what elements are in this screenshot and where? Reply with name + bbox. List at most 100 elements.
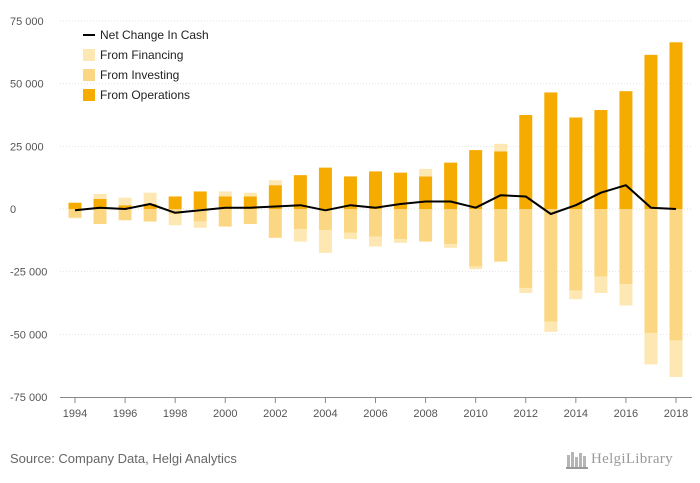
bar-from-investing [168,209,182,215]
bar-from-investing [444,209,458,245]
bar-from-investing [669,209,683,341]
bar-from-investing [93,209,107,225]
y-tick-label: -75 000 [10,392,47,404]
line-net-change-in-cash [74,184,677,215]
bar-from-investing [394,209,408,240]
bar-from-investing [118,209,132,221]
x-tick-label: 2018 [664,408,688,420]
bar-from-operations [619,91,633,209]
bar-from-investing [318,209,332,231]
bar-from-operations [644,54,658,210]
bar-from-investing [619,209,633,285]
bar-from-financing [118,197,132,206]
bar-from-operations [118,205,132,209]
bar-from-financing [218,191,232,197]
bar-from-financing [544,321,558,332]
bar-from-investing [68,209,82,218]
legend-color-swatch [83,89,95,101]
bar-from-investing [293,209,307,230]
bar-from-financing [644,333,658,365]
source-note: Source: Company Data, Helgi Analytics [10,451,237,466]
bar-from-operations [369,171,382,209]
legend-color-swatch [83,69,95,81]
bar-from-financing [444,244,458,248]
bar-from-operations [168,196,182,209]
bar-from-financing [469,266,483,270]
bar-from-investing [218,209,232,227]
bar-from-investing [644,209,658,334]
bar-from-operations [143,203,157,209]
bar-from-investing [494,209,508,262]
x-tick-label: 2016 [614,408,638,420]
bar-from-operations [193,191,207,209]
bar-from-financing [569,290,583,300]
bar-from-operations [68,202,82,209]
bar-from-financing [168,214,182,226]
helgi-library-logo: HelgiLibrary [566,448,673,470]
bar-from-financing [669,340,683,377]
bar-from-operations [419,176,433,209]
bar-from-operations [544,92,558,209]
bar-from-investing [243,209,257,225]
bar-from-operations [469,150,483,209]
bar-from-financing [343,232,357,240]
bar-from-financing [318,230,332,253]
bar-from-financing [419,168,433,177]
bars [68,42,683,377]
legend-label: From Operations [100,88,190,102]
bar-from-investing [143,209,157,222]
x-tick-label: 2000 [213,408,237,420]
y-tick-label: 75 000 [10,16,44,28]
legend: Net Change In Cash From Financing From Inv… [83,28,209,102]
logo-text: HelgiLibrary [591,450,673,467]
bar-from-investing [469,209,483,267]
bar-from-operations [293,175,307,209]
x-tick-label: 1998 [163,408,187,420]
bar-from-operations [268,185,282,209]
y-tick-label: -25 000 [10,267,47,279]
bar-from-operations [394,172,408,209]
bar-from-financing [243,192,257,197]
bar-from-operations [93,198,107,209]
bar-from-investing [519,209,533,288]
bar-from-investing [193,209,207,222]
bar-from-operations [444,162,458,209]
bar-from-operations [218,196,232,209]
library-logo-icon [566,452,588,469]
bar-from-operations [519,115,533,209]
x-tick-label: 2010 [463,408,487,420]
bar-from-financing [369,236,382,247]
bar-from-operations [494,151,508,209]
bar-from-operations [569,117,583,209]
bar-from-financing [193,221,207,228]
bar-from-investing [544,209,558,322]
bar-from-financing [143,192,157,204]
x-tick-label: 2002 [263,408,287,420]
x-tick-label: 2006 [363,408,387,420]
bar-from-investing [594,209,608,277]
bar-from-financing [93,193,107,199]
bar-from-financing [619,284,633,306]
bar-from-financing [293,229,307,242]
x-axis-ticks: 1994 1996 1998 2000 2002 2004 2006 2008 2010 2012… [63,397,688,420]
y-tick-label: 25 000 [10,141,44,153]
bar-from-investing [369,209,382,237]
y-tick-label: -50 000 [10,329,47,341]
bar-from-investing [343,209,357,233]
y-axis-ticks: 75 000 50 000 25 000 0 -25 000 -50 000 -75 000 [10,16,47,404]
legend-color-swatch [83,49,95,61]
net-change-line [74,184,677,215]
bar-from-investing [569,209,583,291]
bar-from-financing [519,287,533,293]
x-tick-label: 1996 [113,408,137,420]
x-tick-label: 2014 [564,408,588,420]
legend-label: Net Change In Cash [100,28,209,42]
legend-label: From Financing [100,48,183,62]
x-tick-label: 2012 [514,408,538,420]
x-tick-label: 2004 [313,408,337,420]
bar-from-investing [268,209,282,238]
bar-from-operations [669,42,683,209]
bar-from-financing [494,143,508,152]
bar-from-financing [268,180,282,186]
